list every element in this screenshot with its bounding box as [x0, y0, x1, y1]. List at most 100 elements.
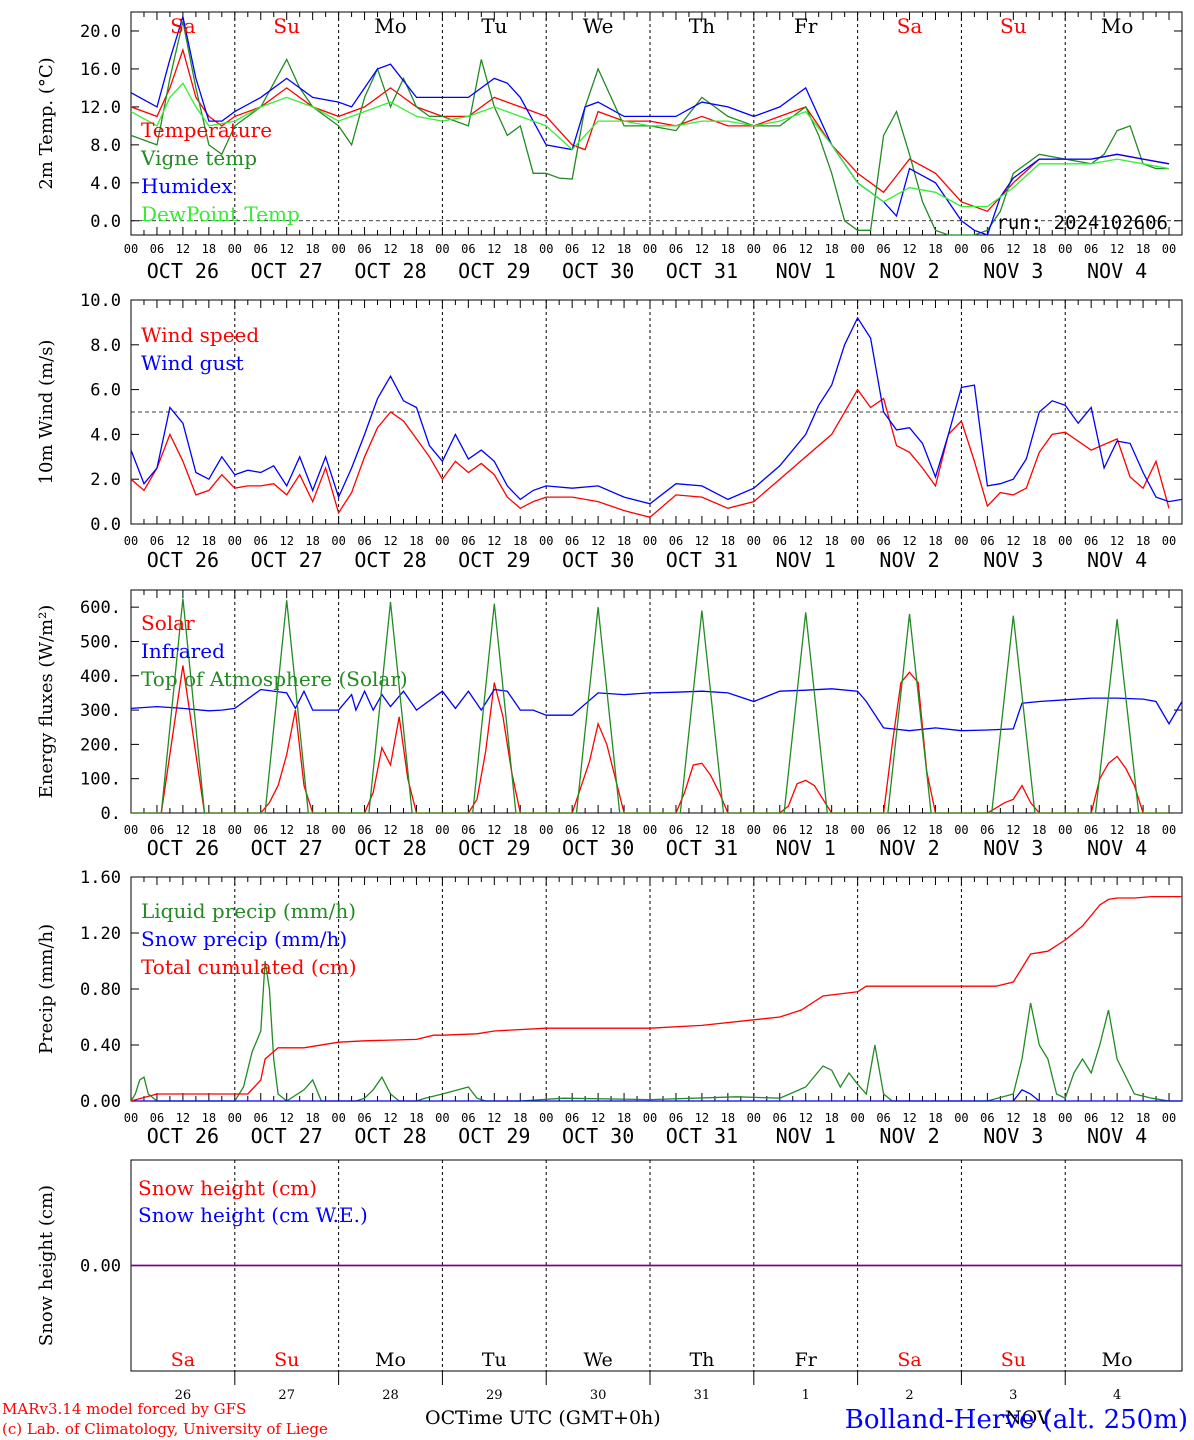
hour-label: 06: [876, 242, 890, 256]
day-number: 30: [590, 1388, 607, 1403]
hour-label: 00: [228, 823, 242, 837]
date-label: OCT 27: [251, 1124, 323, 1148]
day-name-bottom: Su: [274, 1349, 299, 1371]
hour-label: 06: [565, 1111, 579, 1125]
hour-label: 06: [1084, 1111, 1098, 1125]
date-label: OCT 30: [562, 259, 634, 283]
hour-label: 00: [228, 242, 242, 256]
series-line-snow-precip-mm-h-: [131, 1088, 1182, 1102]
hour-label: 18: [513, 823, 527, 837]
date-label: NOV 2: [879, 259, 939, 283]
date-label: OCT 28: [354, 1124, 426, 1148]
date-label: OCT 30: [562, 1124, 634, 1148]
hour-label: 00: [747, 823, 761, 837]
y-tick-label: 16.0: [80, 60, 121, 80]
hour-label: 06: [357, 534, 371, 548]
y-tick-label: 100.: [80, 770, 121, 790]
legend-entry: Top of Atmosphere (Solar): [141, 667, 408, 691]
y-tick-label: 0.00: [80, 1092, 121, 1112]
hour-label: 18: [202, 534, 216, 548]
footer-lab: (c) Lab. of Climatology, University of L…: [2, 1420, 328, 1438]
date-label: OCT 29: [458, 259, 530, 283]
day-name-top: We: [583, 14, 614, 38]
y-tick-label: 6.0: [90, 381, 121, 401]
hour-label: 12: [279, 242, 293, 256]
hour-label: 00: [331, 242, 345, 256]
date-label: OCT 31: [666, 548, 738, 572]
hour-label: 00: [1162, 242, 1176, 256]
hour-label: 12: [695, 1111, 709, 1125]
hour-label: 12: [798, 1111, 812, 1125]
legend-entry: Humidex: [141, 174, 233, 198]
date-label: OCT 26: [147, 548, 219, 572]
day-name-top: Mo: [1101, 14, 1134, 38]
hour-label: 00: [1162, 823, 1176, 837]
hour-label: 12: [383, 534, 397, 548]
legend-entry: Snow height (cm W.E.): [138, 1203, 368, 1227]
y-tick-label: 8.0: [90, 136, 121, 156]
hour-label: 00: [435, 242, 449, 256]
hour-label: 00: [435, 1111, 449, 1125]
day-name-bottom: Fr: [795, 1349, 818, 1371]
hour-label: 06: [150, 823, 164, 837]
day-name-top: Tu: [481, 14, 507, 38]
day-number: 1: [802, 1388, 810, 1403]
y-tick-label: 0.40: [80, 1036, 121, 1056]
y-tick-label: 8.0: [90, 336, 121, 356]
y-tick-label: 500.: [80, 632, 121, 652]
day-number: 4: [1113, 1388, 1121, 1403]
hour-label: 06: [773, 1111, 787, 1125]
legend-entry: Temperature: [141, 118, 272, 142]
day-number: 29: [486, 1388, 503, 1403]
day-name-top: Su: [1000, 14, 1027, 38]
hour-label: 18: [305, 1111, 319, 1125]
date-label: NOV 4: [1087, 1124, 1147, 1148]
day-name-top: Fr: [794, 14, 818, 38]
date-label: OCT 29: [458, 1124, 530, 1148]
day-number: 27: [278, 1388, 295, 1403]
hour-label: 00: [747, 1111, 761, 1125]
legend-entry: Liquid precip (mm/h): [141, 899, 356, 923]
hour-label: 00: [331, 1111, 345, 1125]
plot-frame: [130, 11, 1183, 236]
day-number: 2: [905, 1388, 913, 1403]
hour-label: 12: [487, 823, 501, 837]
hour-label: 00: [643, 1111, 657, 1125]
hour-label: 06: [1084, 534, 1098, 548]
series-line-wind-speed: [130, 388, 1170, 519]
hour-label: 06: [357, 823, 371, 837]
hour-label: 00: [539, 1111, 553, 1125]
hour-label: 00: [747, 242, 761, 256]
hour-label: 18: [928, 242, 942, 256]
y-axis-label: Energy fluxes (W/m²): [36, 605, 57, 799]
hour-label: 12: [902, 242, 916, 256]
date-label: NOV 2: [879, 836, 939, 860]
date-label: OCT 26: [147, 836, 219, 860]
hour-label: 18: [824, 823, 838, 837]
series-line-wind-gust: [130, 316, 1183, 505]
date-label: OCT 28: [354, 259, 426, 283]
hour-label: 00: [435, 823, 449, 837]
date-label: NOV 4: [1087, 836, 1147, 860]
y-tick-label: 0.0: [90, 515, 121, 535]
hour-label: 06: [357, 1111, 371, 1125]
y-tick-label: 1.20: [80, 924, 121, 944]
series-line-top-of-atmosphere-solar-: [131, 598, 1169, 814]
hour-label: 18: [409, 242, 423, 256]
hour-label: 00: [850, 534, 864, 548]
day-name-bottom: Sa: [897, 1349, 921, 1371]
hour-label: 00: [1058, 534, 1072, 548]
hour-label: 12: [695, 242, 709, 256]
date-label: OCT 28: [354, 548, 426, 572]
date-label: OCT 30: [562, 548, 634, 572]
footer-month-left: OCT: [425, 1407, 468, 1429]
day-name-bottom: Th: [689, 1349, 714, 1371]
hour-label: 12: [591, 823, 605, 837]
y-tick-label: 200.: [80, 735, 121, 755]
hour-label: 00: [228, 1111, 242, 1125]
hour-label: 18: [409, 534, 423, 548]
hour-label: 12: [1110, 823, 1124, 837]
hour-label: 06: [357, 242, 371, 256]
hour-label: 18: [513, 534, 527, 548]
legend-entry: Wind speed: [141, 323, 259, 347]
